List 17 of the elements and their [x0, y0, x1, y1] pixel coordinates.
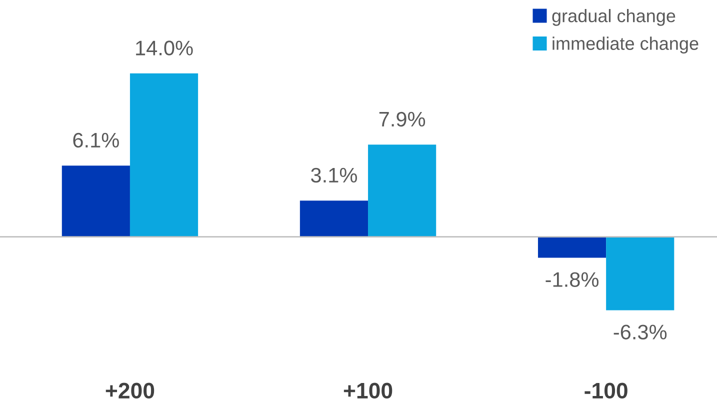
data-label: -1.8% [546, 272, 598, 287]
bar [300, 200, 368, 237]
legend-label: gradual change [552, 9, 676, 26]
bar [538, 236, 606, 258]
bar [62, 166, 130, 237]
bar [130, 73, 198, 237]
x-tick-label: +100 [344, 382, 392, 399]
legend-label: immediate change [552, 36, 698, 54]
data-label: -6.3% [614, 324, 667, 340]
data-label: 6.1% [73, 132, 119, 148]
bar [368, 144, 436, 237]
data-label: 7.9% [379, 112, 426, 127]
data-label: 14.0% [136, 40, 193, 56]
data-label: 3.1% [311, 168, 357, 183]
x-tick-label: -100 [584, 382, 628, 399]
bar [606, 236, 674, 310]
x-tick-label: +200 [106, 382, 154, 399]
